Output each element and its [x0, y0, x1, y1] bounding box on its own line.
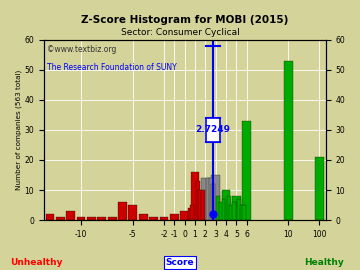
Bar [201, 178, 210, 220]
Bar [190, 172, 199, 220]
Text: The Research Foundation of SUNY: The Research Foundation of SUNY [46, 63, 176, 72]
Text: Score: Score [166, 258, 194, 267]
Title: Z-Score Histogram for MOBI (2015): Z-Score Histogram for MOBI (2015) [81, 15, 288, 25]
Text: 2.7249: 2.7249 [195, 125, 230, 134]
Bar [77, 217, 85, 220]
Bar [56, 217, 65, 220]
Bar [219, 202, 223, 220]
Text: Unhealthy: Unhealthy [10, 258, 62, 267]
Bar [108, 217, 117, 220]
Bar [237, 199, 241, 220]
Bar [188, 208, 192, 220]
Bar [66, 211, 75, 220]
Bar [240, 205, 244, 220]
Bar [242, 205, 246, 220]
Bar [211, 184, 215, 220]
Bar [195, 181, 199, 220]
Bar [129, 205, 137, 220]
Bar [232, 196, 241, 220]
Bar [208, 178, 212, 220]
Bar [46, 214, 54, 220]
Bar [170, 214, 179, 220]
Bar [211, 175, 220, 220]
Bar [87, 217, 96, 220]
Bar [206, 118, 220, 142]
Bar [232, 202, 236, 220]
Bar [97, 217, 106, 220]
Bar [222, 190, 230, 220]
Text: ©www.textbiz.org: ©www.textbiz.org [46, 45, 116, 54]
Bar [315, 157, 324, 220]
Bar [216, 196, 220, 220]
Y-axis label: Number of companies (563 total): Number of companies (563 total) [15, 70, 22, 190]
Bar [190, 205, 194, 220]
Text: Healthy: Healthy [304, 258, 344, 267]
Bar [206, 178, 210, 220]
Bar [180, 211, 189, 220]
Bar [221, 199, 225, 220]
Bar [229, 205, 233, 220]
Bar [139, 214, 148, 220]
Bar [118, 202, 127, 220]
Bar [242, 121, 251, 220]
Bar [149, 217, 158, 220]
Text: Sector: Consumer Cyclical: Sector: Consumer Cyclical [121, 28, 239, 37]
Bar [227, 196, 231, 220]
Bar [198, 190, 202, 220]
Bar [201, 190, 205, 220]
Bar [159, 217, 168, 220]
Bar [284, 61, 293, 220]
